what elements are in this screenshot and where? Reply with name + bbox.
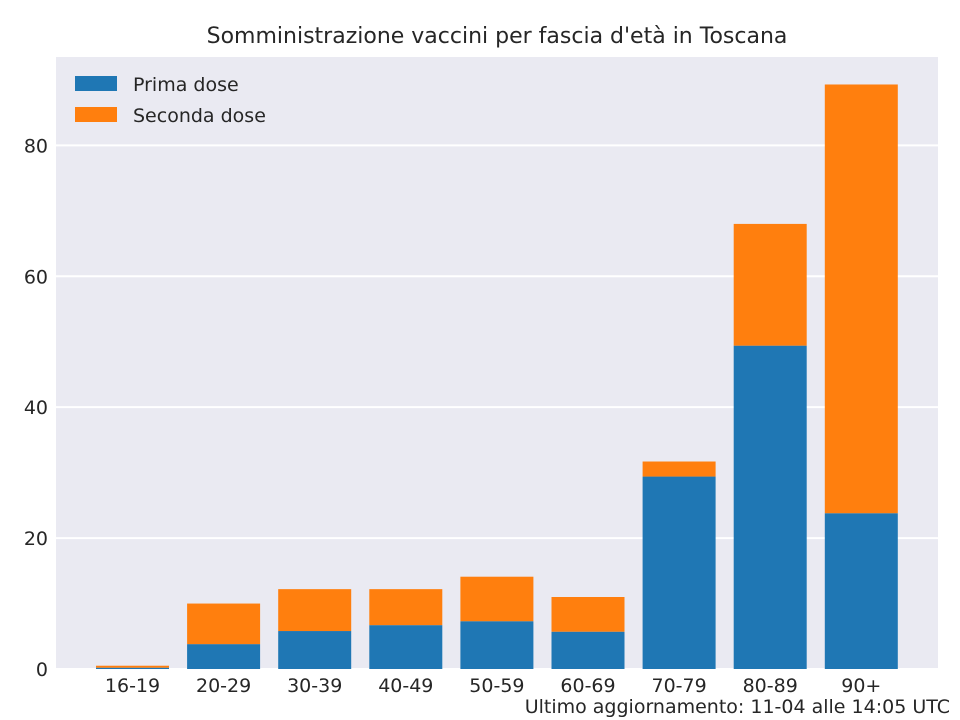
y-tick-label: 80 [24,135,48,157]
x-tick-label: 16-19 [105,675,160,697]
bar-prima-dose-40-49 [369,625,443,669]
y-tick-label: 0 [36,659,48,681]
x-tick-label: 70-79 [651,675,706,697]
x-tick-label: 40-49 [378,675,433,697]
bar-prima-dose-70-79 [642,476,716,669]
last-update-footnote: Ultimo aggiornamento: 11-04 alle 14:05 U… [525,696,950,718]
bar-seconda-dose-80-89 [733,223,807,346]
bar-seconda-dose-16-19 [96,665,169,668]
x-tick-label: 30-39 [287,675,342,697]
x-tick-labels: 16-19 20-29 30-39 40-49 50-59 60-69 70-79 80-89… [105,675,881,697]
y-tick-labels: 0 20 40 60 80 [24,135,48,681]
bar-prima-dose-50-59 [460,621,534,669]
legend-label-prima-dose: Prima dose [133,74,239,96]
legend-label-seconda-dose: Seconda dose [133,105,266,127]
x-tick-label: 20-29 [196,675,251,697]
legend: Prima dose Seconda dose [75,74,266,127]
bars [96,84,898,669]
y-tick-label: 20 [24,528,48,550]
bar-seconda-dose-60-69 [551,597,625,632]
x-tick-label: 90+ [841,675,881,697]
bar-seconda-dose-40-49 [369,589,443,626]
bar-seconda-dose-30-39 [278,589,352,632]
legend-swatch-seconda-dose [75,107,117,122]
x-tick-label: 50-59 [469,675,524,697]
bar-prima-dose-16-19 [96,667,169,669]
bar-prima-dose-20-29 [187,644,261,669]
bar-seconda-dose-50-59 [460,576,534,622]
chart-title: Somministrazione vaccini per fascia d'et… [207,24,788,49]
bar-prima-dose-90+ [824,513,898,669]
bar-prima-dose-60-69 [551,631,625,669]
bar-seconda-dose-20-29 [187,603,261,645]
bar-prima-dose-30-39 [278,631,352,669]
x-tick-label: 80-89 [743,675,798,697]
bar-seconda-dose-90+ [824,84,898,514]
legend-swatch-prima-dose [75,76,117,91]
x-tick-label: 60-69 [560,675,615,697]
bar-seconda-dose-70-79 [642,461,716,477]
y-tick-label: 60 [24,266,48,288]
bar-prima-dose-80-89 [733,345,807,669]
y-tick-label: 40 [24,397,48,419]
